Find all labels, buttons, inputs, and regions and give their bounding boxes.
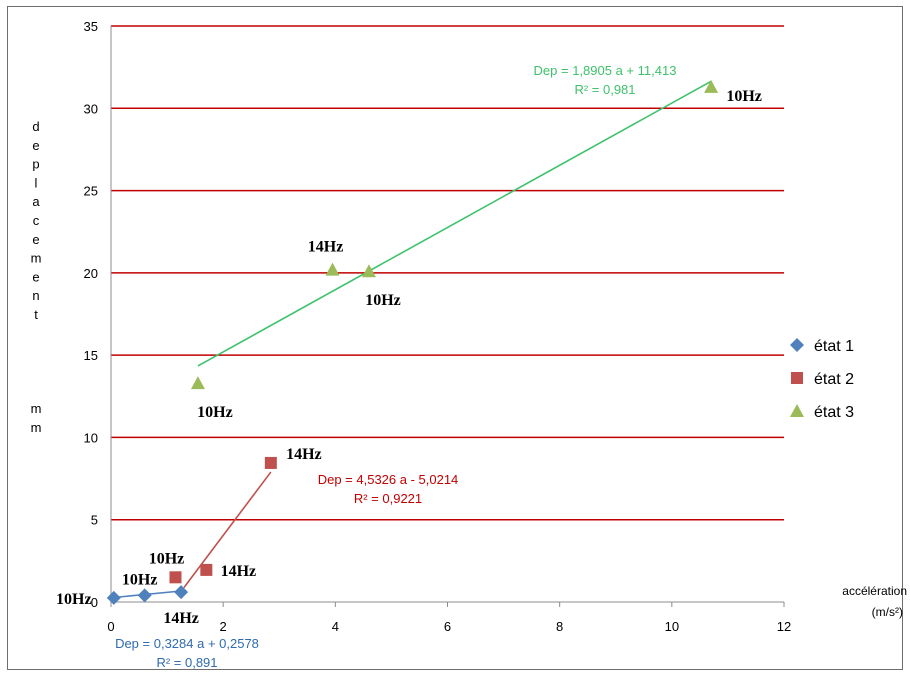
x-tick-label-10: 10 <box>665 619 679 634</box>
r2-etat1: R² = 0,891 <box>156 655 217 670</box>
data-point-etat3 <box>190 376 205 390</box>
x-tick-label-0: 0 <box>107 619 114 634</box>
point-label-etat2: 10Hz <box>149 550 185 567</box>
equation-etat2: Dep = 4,5326 a - 5,0214 R² = 0,9221 <box>318 472 459 506</box>
data-point-etat3 <box>704 79 719 93</box>
equation-etat2-line: Dep = 4,5326 a - 5,0214 <box>318 472 459 487</box>
chart-frame <box>7 6 903 670</box>
axis-layer: 0 5 10 15 20 25 30 35 0 2 4 6 8 10 12 <box>84 19 792 634</box>
legend-marker-etat1 <box>790 338 804 352</box>
legend: état 1 état 2 état 3 <box>790 338 854 421</box>
point-label-etat1: 10Hz <box>56 591 92 608</box>
x-tick-label-4: 4 <box>332 619 339 634</box>
y-axis-label-letter: l <box>35 175 38 190</box>
point-label-etat1: 10Hz <box>122 571 158 588</box>
trendline-etat2 <box>183 471 272 589</box>
y-axis-label-letter: p <box>32 157 39 172</box>
y-tick-label-30: 30 <box>84 101 98 116</box>
y-tick-label-5: 5 <box>91 513 98 528</box>
x-tick-label-8: 8 <box>556 619 563 634</box>
data-point-etat3 <box>361 264 376 278</box>
grid-layer <box>111 25 784 521</box>
point-layer <box>106 79 719 605</box>
point-label-etat2: 14Hz <box>286 446 322 463</box>
legend-label-etat3: état 3 <box>814 404 854 421</box>
point-label-etat2: 14Hz <box>221 563 257 580</box>
legend-label-etat2: état 2 <box>814 371 854 388</box>
point-label-etat3: 10Hz <box>365 292 401 309</box>
trendline-etat3 <box>197 80 712 367</box>
r2-etat3: R² = 0,981 <box>574 82 635 97</box>
y-axis-label-letter: c <box>33 213 40 228</box>
x-axis-label-line2: (m/s²) <box>872 605 903 619</box>
equation-etat3: Dep = 1,8905 a + 11,413 R² = 0,981 <box>534 63 677 97</box>
y-axis-label-letter: m <box>31 401 42 416</box>
y-tick-label-15: 15 <box>84 348 98 363</box>
legend-marker-etat2 <box>791 372 803 384</box>
x-tick-label-6: 6 <box>444 619 451 634</box>
point-label-etat1: 14Hz <box>163 610 199 627</box>
equation-etat3-line: Dep = 1,8905 a + 11,413 <box>534 63 677 78</box>
data-point-etat1 <box>174 585 189 600</box>
y-axis-label-letter: e <box>32 232 39 247</box>
y-axis-label-letter: e <box>32 269 39 284</box>
x-tick-label-12: 12 <box>777 619 791 634</box>
point-label-etat3: 10Hz <box>726 88 762 105</box>
y-axis-label-letter: n <box>32 288 39 303</box>
data-point-etat1 <box>106 590 121 605</box>
x-axis-label-line1: accélération <box>842 584 907 598</box>
y-tick-label-20: 20 <box>84 266 98 281</box>
data-point-etat2 <box>200 563 213 576</box>
point-label-etat3: 14Hz <box>308 239 344 256</box>
y-axis-label-letter: m <box>31 420 42 435</box>
y-axis-label-letter: a <box>32 194 40 209</box>
x-tick-label-2: 2 <box>220 619 227 634</box>
y-axis-label-letter: m <box>31 251 42 266</box>
data-point-etat1 <box>137 588 152 603</box>
y-tick-label-10: 10 <box>84 430 98 445</box>
r2-etat2: R² = 0,9221 <box>354 491 422 506</box>
data-point-etat2 <box>169 571 182 584</box>
equation-etat1-line: Dep = 0,3284 a + 0,2578 <box>115 636 259 651</box>
equation-etat1: Dep = 0,3284 a + 0,2578 R² = 0,891 <box>115 636 259 670</box>
y-axis-label-letter: t <box>34 307 38 322</box>
text-layer: Dep = 0,3284 a + 0,2578 R² = 0,891 Dep = … <box>31 63 907 670</box>
data-point-etat3 <box>325 262 340 276</box>
point-label-etat3: 10Hz <box>197 404 233 421</box>
y-tick-label-25: 25 <box>84 184 98 199</box>
data-point-etat2 <box>264 456 277 469</box>
y-tick-label-35: 35 <box>84 19 98 34</box>
y-axis-label-letter: d <box>32 119 39 134</box>
y-tick-label-0: 0 <box>91 595 98 610</box>
legend-marker-etat3 <box>790 404 804 417</box>
legend-label-etat1: état 1 <box>814 338 854 355</box>
y-axis-label-letter: e <box>32 138 39 153</box>
x-axis-label: accélération (m/s²) <box>842 584 907 619</box>
